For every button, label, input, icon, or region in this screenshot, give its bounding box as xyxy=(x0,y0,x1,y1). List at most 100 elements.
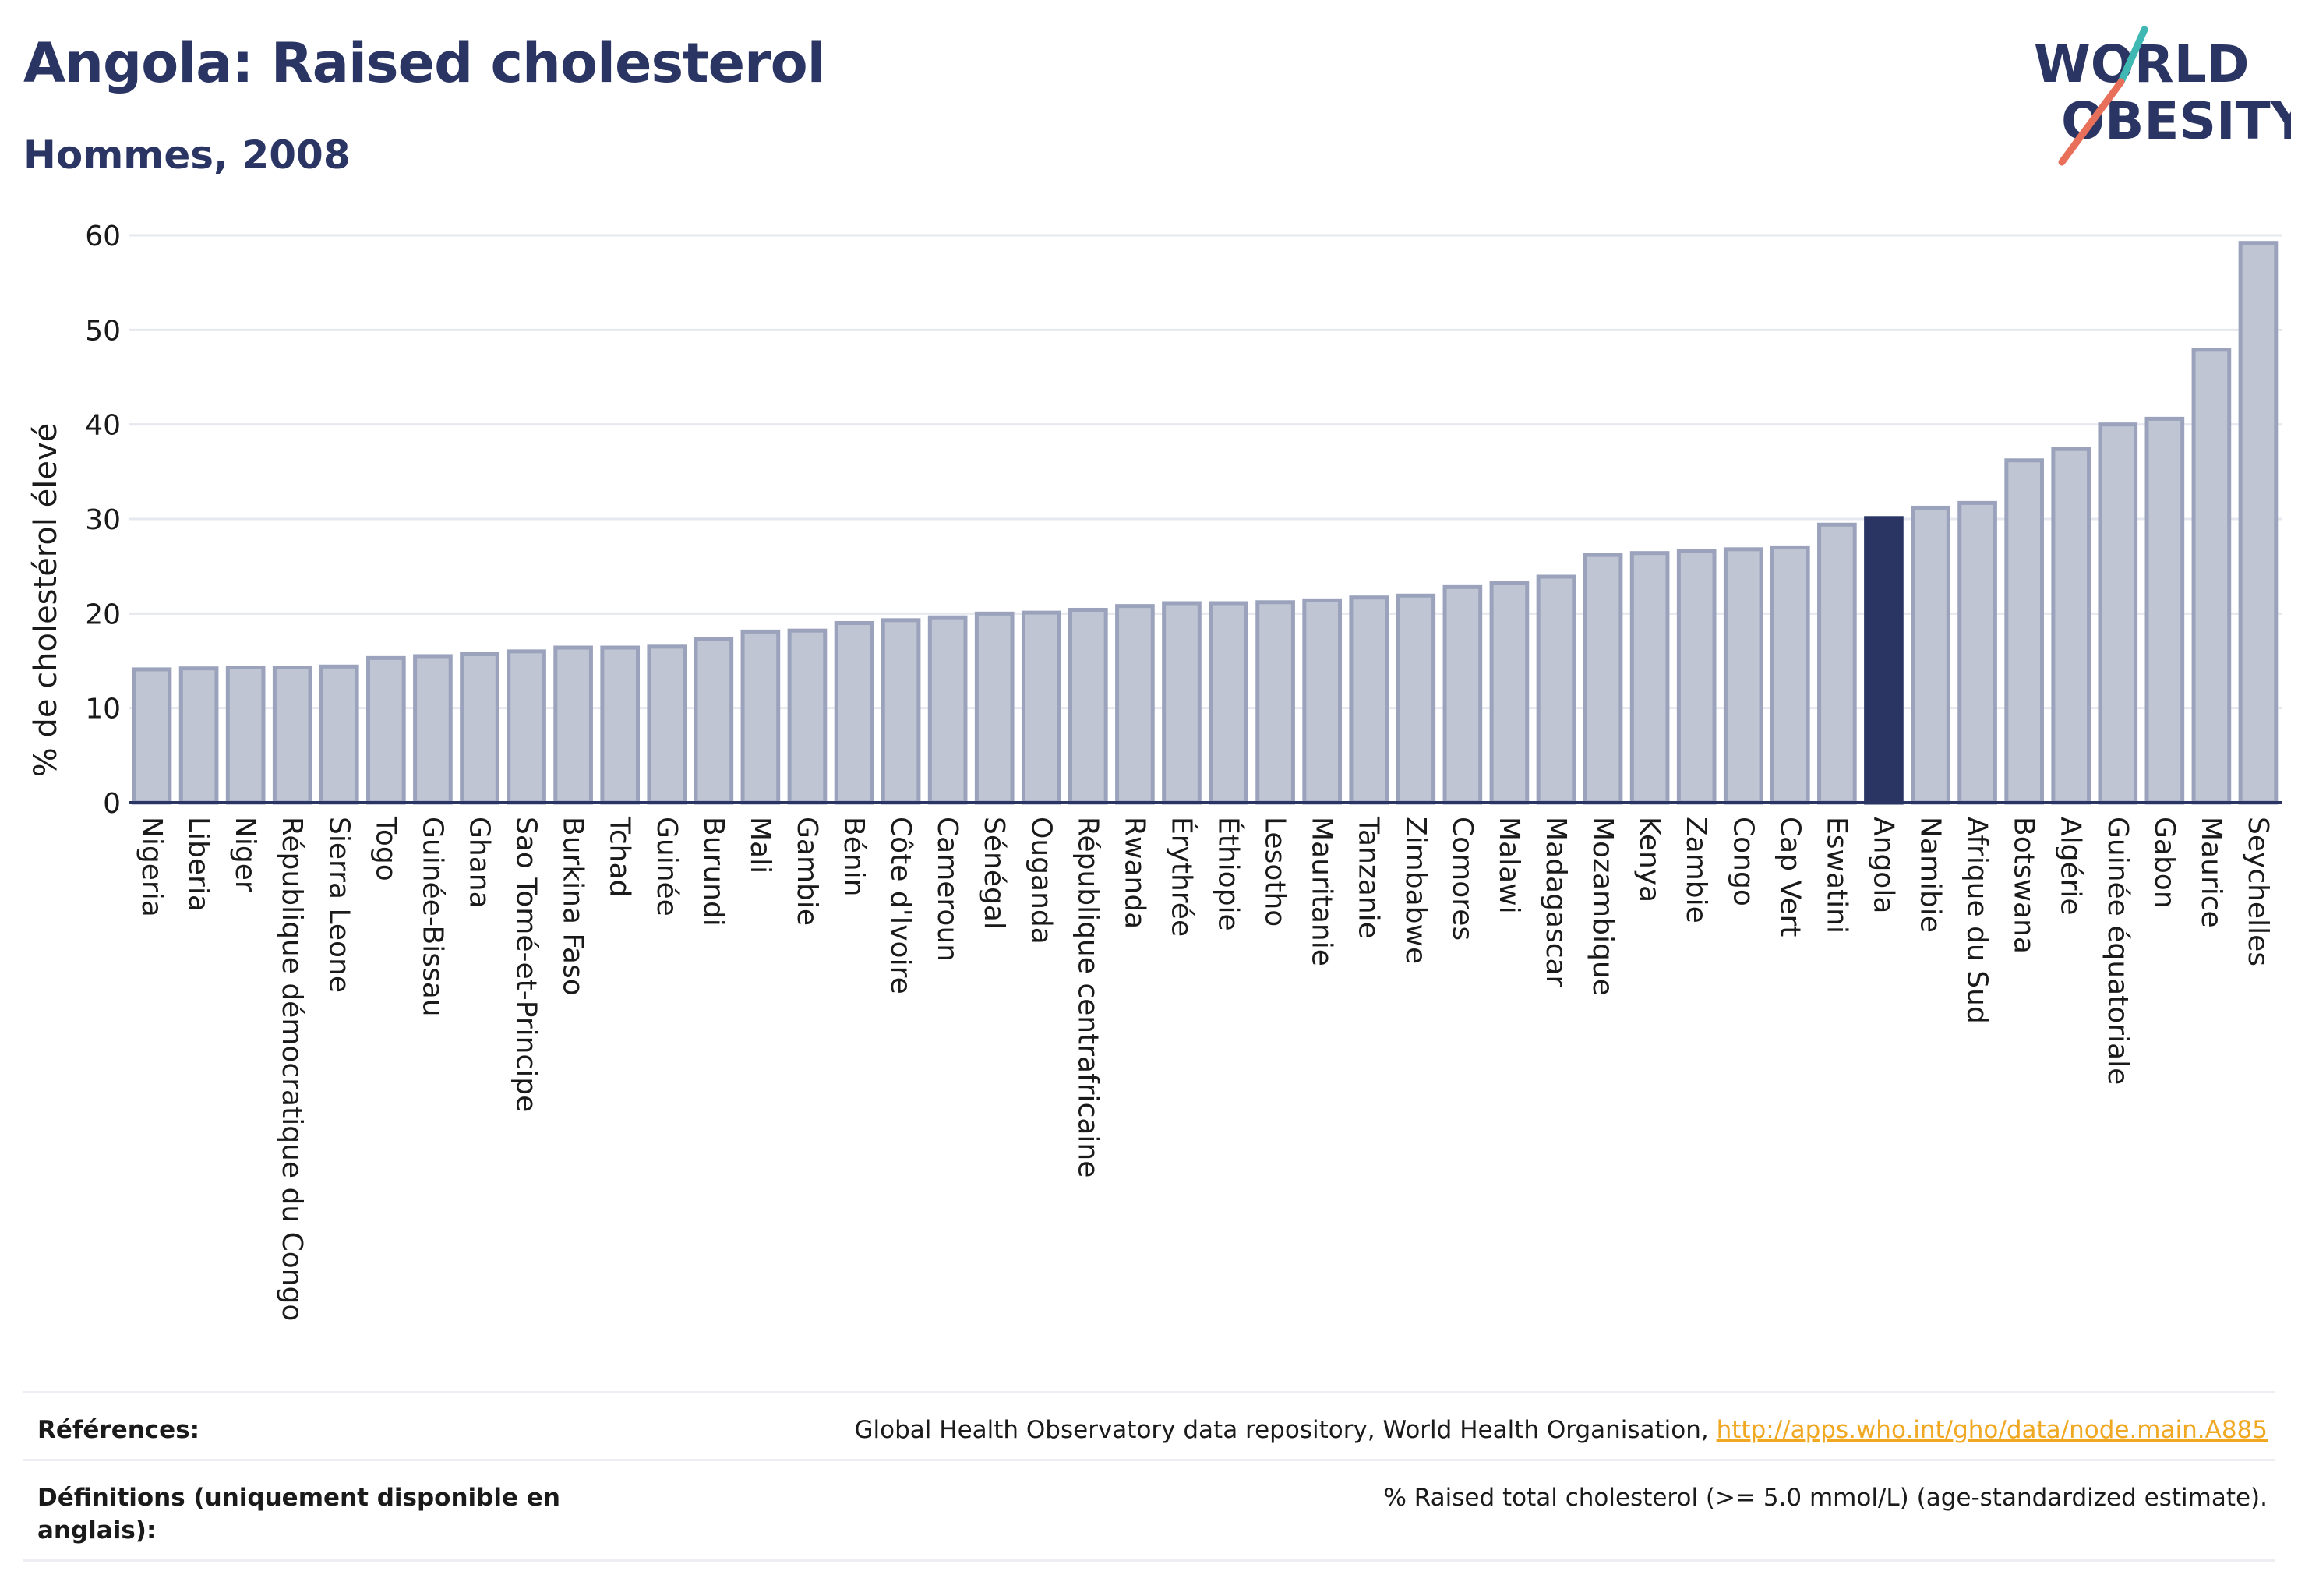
x-category-label: Kenya xyxy=(1633,817,1665,902)
y-axis-ticks: 0 10 20 30 40 50 60 xyxy=(85,221,121,820)
bar-lesotho[interactable] xyxy=(1255,600,1295,805)
bar--rythr-e[interactable] xyxy=(1162,601,1202,805)
bar-guin-e-quatoriale[interactable] xyxy=(2098,422,2138,805)
x-category-label: Tchad xyxy=(604,816,636,897)
bar-zimbabwe[interactable] xyxy=(1396,593,1436,805)
bar-niger[interactable] xyxy=(225,665,266,805)
bar-guin-e[interactable] xyxy=(647,644,687,805)
x-category-label: République démocratique du Congo xyxy=(276,817,308,1321)
bar-seychelles[interactable] xyxy=(2238,241,2279,805)
bar-alg-rie[interactable] xyxy=(2051,447,2091,805)
bar-mali[interactable] xyxy=(740,629,781,805)
bar-cap-vert[interactable] xyxy=(1770,545,1810,805)
definitions-value: % Raised total cholesterol (>= 5.0 mmol/… xyxy=(1383,1484,2268,1512)
x-category-label: Ouganda xyxy=(1025,817,1057,945)
bar-congo[interactable] xyxy=(1723,547,1763,805)
x-category-label: Mozambique xyxy=(1587,817,1618,996)
chart-subtitle: Hommes, 2008 xyxy=(23,132,351,178)
bar-togo[interactable] xyxy=(366,655,406,805)
bar-gabon[interactable] xyxy=(2144,416,2185,805)
y-tick-label: 0 xyxy=(103,788,121,820)
bar-botswana[interactable] xyxy=(2004,458,2044,805)
chart-title: Angola: Raised cholesterol xyxy=(23,31,826,95)
bar-ghana[interactable] xyxy=(460,652,499,805)
bar-b-nin[interactable] xyxy=(834,620,874,805)
definitions-row: Définitions (uniquement disponible en an… xyxy=(23,1459,2275,1562)
y-tick-label: 50 xyxy=(85,315,121,347)
x-category-label: Maurice xyxy=(2195,817,2227,928)
bar-ouganda[interactable] xyxy=(1021,610,1061,805)
bar-afrique-du-sud[interactable] xyxy=(1957,500,1997,805)
bar-kenya[interactable] xyxy=(1629,551,1670,805)
bar-burkina-faso[interactable] xyxy=(553,645,593,805)
bar-liberia[interactable] xyxy=(178,666,219,805)
x-category-label: Gambie xyxy=(791,817,823,926)
bar-mozambique[interactable] xyxy=(1583,553,1623,805)
bar-nigeria[interactable] xyxy=(132,667,172,805)
x-category-label: Eswatini xyxy=(1820,817,1852,934)
x-category-label: Mali xyxy=(744,817,776,874)
bar-cameroun[interactable] xyxy=(927,615,968,805)
x-category-label: Liberia xyxy=(182,817,214,912)
x-axis-category-labels: Nigeria Liberia Niger République démocratiq… xyxy=(136,816,2274,1321)
references-label: Références: xyxy=(37,1416,200,1444)
bar-zambie[interactable] xyxy=(1676,549,1717,805)
x-category-label: Guinée xyxy=(651,817,683,916)
x-category-label: Namibie xyxy=(1915,817,1947,933)
x-category-label: Cameroun xyxy=(931,817,963,962)
bar-c-te-d-ivoire[interactable] xyxy=(881,618,921,805)
world-obesity-logo: WORLD OBESITY xyxy=(2034,26,2291,166)
bar-sierra-leone[interactable] xyxy=(319,664,359,805)
bar-guin-e-bissau[interactable] xyxy=(413,654,453,805)
x-category-label: Zimbabwe xyxy=(1400,817,1431,964)
x-category-label: Togo xyxy=(369,816,401,881)
bar-mauritanie[interactable] xyxy=(1302,598,1342,805)
bar-namibie[interactable] xyxy=(1911,505,1950,805)
bar-tchad[interactable] xyxy=(600,645,641,805)
bars xyxy=(132,241,2279,805)
bar-angola[interactable] xyxy=(1864,516,1904,805)
x-category-label: Comores xyxy=(1446,817,1478,941)
bar-burundi[interactable] xyxy=(694,637,734,805)
x-category-label: Ghana xyxy=(463,817,495,909)
x-category-label: Malawi xyxy=(1493,817,1525,914)
bar-gambie[interactable] xyxy=(787,628,828,805)
x-category-label: Sao Tomé-et-Principe xyxy=(510,817,542,1112)
x-category-label: Nigeria xyxy=(136,817,168,917)
bar-r-publique-centrafricaine[interactable] xyxy=(1068,607,1108,805)
bar-malawi[interactable] xyxy=(1489,581,1530,805)
bar-eswatini[interactable] xyxy=(1817,522,1857,805)
x-category-label: Sénégal xyxy=(978,817,1010,930)
bar-maurice[interactable] xyxy=(2191,348,2232,805)
x-category-label: Érythrée xyxy=(1165,817,1198,937)
bar-rwanda[interactable] xyxy=(1115,604,1155,805)
x-category-label: Guinée-Bissau xyxy=(416,817,448,1017)
x-category-label: Cap Vert xyxy=(1774,817,1806,937)
y-tick-label: 10 xyxy=(85,694,121,726)
references-row: Références: Global Health Observatory da… xyxy=(23,1391,2275,1459)
x-category-label: Seychelles xyxy=(2242,817,2274,966)
x-category-label: Burundi xyxy=(697,817,729,927)
bar--thiopie[interactable] xyxy=(1209,601,1248,805)
x-category-label: Congo xyxy=(1727,817,1759,906)
bar-comores[interactable] xyxy=(1442,584,1483,805)
x-category-label: Angola xyxy=(1867,817,1899,913)
x-category-label: Algérie xyxy=(2055,817,2087,916)
y-tick-label: 20 xyxy=(85,598,121,630)
bar-tanzanie[interactable] xyxy=(1349,595,1389,805)
bar-madagascar[interactable] xyxy=(1536,574,1576,805)
bar-r-publique-d-mocratique-du-congo[interactable] xyxy=(272,665,312,805)
x-category-label: Botswana xyxy=(2008,817,2040,954)
bar-chart: 0 10 20 30 40 50 60 % de cholestérol élevé Nig… xyxy=(28,221,2282,1321)
logo-slash-teal xyxy=(2117,26,2148,86)
x-category-label: Madagascar xyxy=(1540,817,1572,987)
x-category-label: Tanzanie xyxy=(1353,816,1385,939)
logo-word-obesity: OBESITY xyxy=(2061,91,2291,151)
bar-s-n-gal[interactable] xyxy=(974,611,1015,805)
references-value: Global Health Observatory data repositor… xyxy=(855,1414,2275,1446)
bar-sao-tom-et-principe[interactable] xyxy=(507,649,546,805)
x-category-label: Niger xyxy=(229,817,261,892)
x-category-label: République centrafricaine xyxy=(1071,817,1103,1178)
y-tick-label: 60 xyxy=(85,221,121,252)
references-link[interactable]: http://apps.who.int/gho/data/node.main.A… xyxy=(1716,1416,2268,1444)
